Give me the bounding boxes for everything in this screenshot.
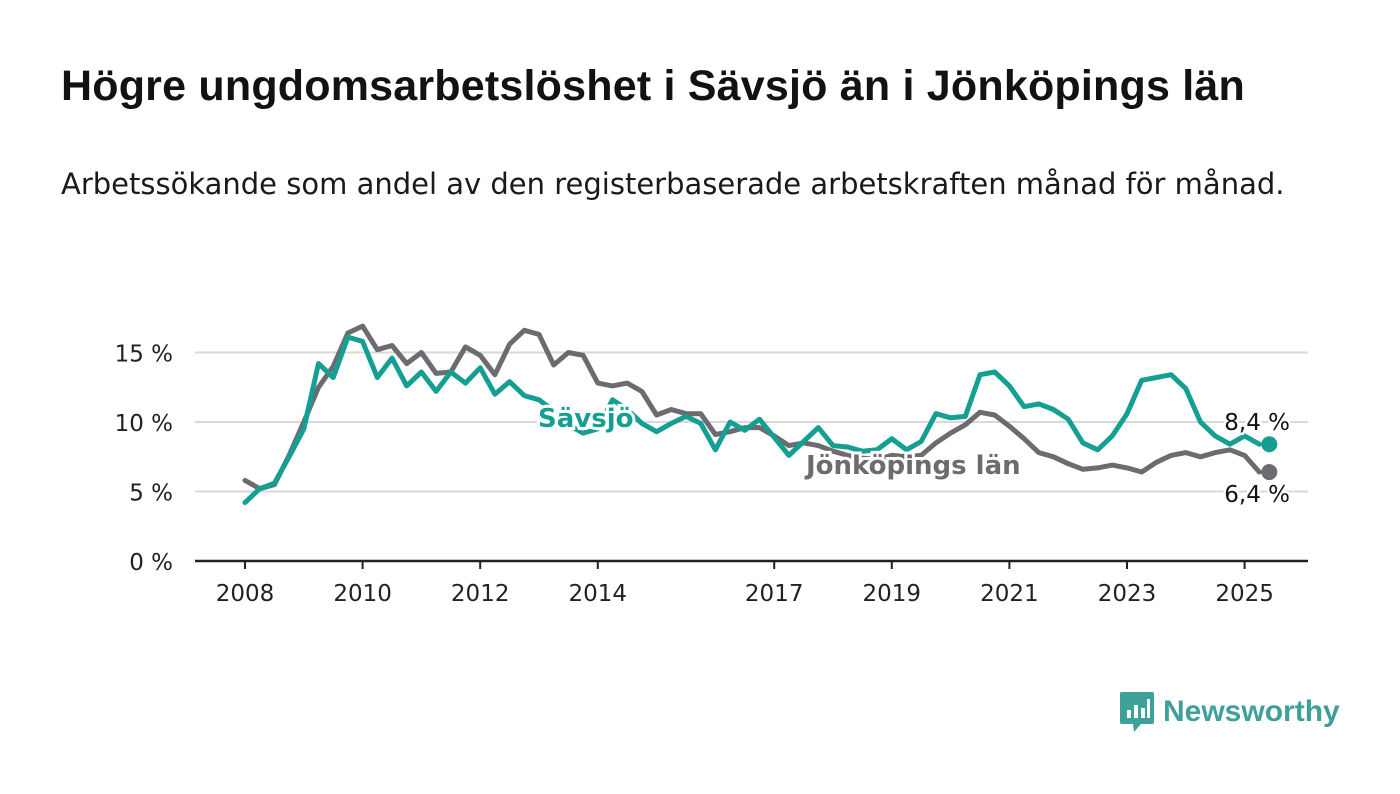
series-end-dot bbox=[1261, 464, 1278, 481]
brand-name: Newsworthy bbox=[1163, 695, 1340, 728]
x-tick-label: 2017 bbox=[745, 581, 804, 607]
chart-subtitle: Arbetssökande som andel av den registerb… bbox=[61, 167, 1285, 201]
series-label-jonkopings-lan: Jönköpings län bbox=[804, 451, 1021, 481]
series-labels: 8,4 % 6,4 % Sävsjö Jönköpings län bbox=[535, 401, 1293, 511]
series-line bbox=[242, 323, 1262, 492]
newsworthy-logo-icon bbox=[1120, 692, 1154, 732]
series-lines bbox=[242, 323, 1278, 506]
x-tick-label: 2008 bbox=[216, 581, 275, 607]
x-tick-label: 2012 bbox=[451, 581, 510, 607]
x-axis-ticks: 2008 2010 2012 2014 2017 2019 2021 2023 2025 bbox=[216, 561, 1274, 607]
end-value-label: 8,4 % bbox=[1224, 410, 1290, 436]
y-axis-ticks: 0 % 5 % 10 % 15 % bbox=[115, 342, 173, 577]
series-label-savsjo: Sävsjö bbox=[538, 404, 633, 434]
x-tick-label: 2014 bbox=[569, 581, 628, 607]
y-tick-label: 0 % bbox=[129, 550, 173, 576]
series-end-dot bbox=[1261, 436, 1278, 453]
y-tick-label: 15 % bbox=[115, 342, 173, 368]
x-tick-label: 2021 bbox=[980, 581, 1039, 607]
newsworthy-brand[interactable]: Newsworthy bbox=[1119, 690, 1340, 734]
y-tick-label: 5 % bbox=[129, 481, 173, 507]
x-tick-label: 2025 bbox=[1215, 581, 1274, 607]
series-line bbox=[242, 334, 1262, 506]
end-value-label: 6,4 % bbox=[1224, 482, 1290, 508]
x-tick-label: 2010 bbox=[333, 581, 392, 607]
y-tick-label: 10 % bbox=[115, 411, 173, 437]
x-tick-label: 2023 bbox=[1098, 581, 1157, 607]
chart-title: Högre ungdomsarbetslöshet i Sävsjö än i … bbox=[61, 62, 1245, 110]
x-tick-label: 2019 bbox=[863, 581, 922, 607]
